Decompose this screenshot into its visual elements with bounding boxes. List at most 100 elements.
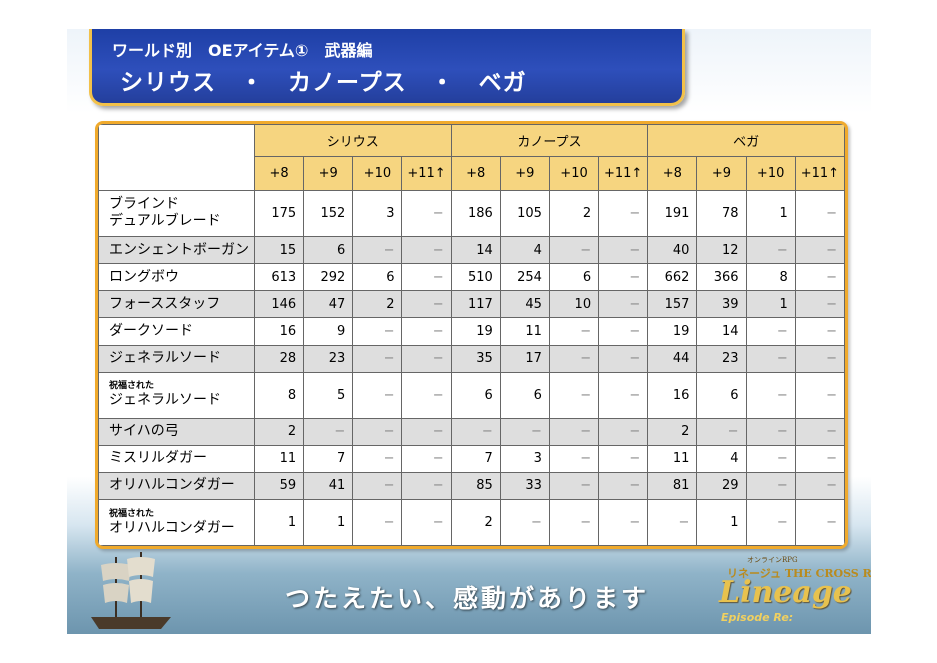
- level-header: +9: [499, 156, 550, 191]
- count-cell: −: [352, 235, 403, 265]
- item-name: ジェネラルソード: [109, 392, 221, 409]
- item-name: オリハルコンダガー: [109, 519, 235, 536]
- count-cell: 1: [696, 499, 747, 546]
- count-cell: 40: [647, 235, 698, 265]
- table-row: 祝福された ジェネラルソード 8 5− −6 6− −16 6− −: [98, 371, 845, 419]
- count-cell: 47: [303, 290, 354, 319]
- item-name-cell: ミスリルダガー: [98, 444, 255, 473]
- item-name-cell: フォーススタッフ: [98, 290, 255, 319]
- count-cell: 15: [253, 235, 305, 265]
- count-cell: 7: [450, 444, 501, 473]
- table-row: ダークソード 16 9− −19 11− −19 14− −: [98, 317, 845, 346]
- count-cell: −: [352, 471, 403, 501]
- item-name: ロングボウ: [109, 268, 179, 285]
- count-cell: −: [401, 371, 452, 419]
- count-cell: −: [745, 471, 796, 501]
- count-cell: −: [598, 444, 649, 473]
- count-cell: 4: [696, 444, 747, 473]
- level-header: +8: [647, 156, 698, 191]
- table-row: ロングボウ 613 292 6−510 254 6−662 366 8−: [98, 263, 845, 292]
- count-cell: −: [794, 499, 845, 546]
- count-cell: −: [745, 344, 796, 373]
- level-header: +9: [696, 156, 747, 191]
- item-name-cell: エンシェントボーガン: [98, 235, 255, 265]
- count-cell: 2: [548, 190, 600, 237]
- item-table-frame: シリウス カノープス ベガ +8 +9 +10 +11↑ +8 +9 +10 +11↑ +8 +9…: [95, 121, 848, 549]
- world-header-sirius: シリウス: [254, 124, 452, 157]
- count-cell: 23: [303, 344, 354, 373]
- count-cell: −: [745, 317, 796, 346]
- count-cell: −: [598, 499, 649, 546]
- count-cell: −: [548, 471, 600, 501]
- level-header: +11↑: [598, 156, 649, 191]
- logo-wordmark: Lineage: [719, 575, 852, 610]
- lineage-logo: オンラインRPG リネージュ THE CROSS RANCOR Lineage …: [707, 555, 871, 625]
- level-header: +10: [548, 156, 600, 191]
- count-cell: 44: [647, 344, 698, 373]
- count-cell: −: [794, 444, 845, 473]
- item-name-cell: ロングボウ: [98, 263, 255, 292]
- slide-title: シリウス ・ カノープス ・ ベガ: [120, 70, 527, 96]
- table-row: ブラインド デュアルブレード 175 152 3−186 105 2−191 78 1−: [98, 190, 845, 237]
- count-cell: 23: [696, 344, 747, 373]
- level-header: +8: [450, 156, 501, 191]
- logo-small-text: オンラインRPG: [747, 556, 798, 564]
- count-cell: 11: [499, 317, 550, 346]
- count-cell: −: [401, 344, 452, 373]
- level-header: +11↑: [794, 156, 845, 191]
- count-cell: −: [598, 190, 649, 237]
- count-cell: 10: [548, 290, 600, 319]
- item-name: ミスリルダガー: [109, 450, 207, 467]
- count-cell: 6: [696, 371, 747, 419]
- count-cell: −: [499, 417, 550, 446]
- count-cell: −: [450, 417, 501, 446]
- title-banner: ワールド別 OEアイテム① 武器編 シリウス ・ カノープス ・ ベガ: [89, 29, 685, 106]
- count-cell: −: [598, 471, 649, 501]
- table-row: ジェネラルソード 28 23− −35 17− −44 23− −: [98, 344, 845, 373]
- count-cell: 78: [696, 190, 747, 237]
- count-cell: 146: [253, 290, 305, 319]
- count-cell: −: [548, 417, 600, 446]
- count-cell: −: [401, 471, 452, 501]
- item-name-cell: ブラインド デュアルブレード: [98, 190, 255, 237]
- count-cell: −: [401, 235, 452, 265]
- item-name-cell: オリハルコンダガー: [98, 471, 255, 501]
- count-cell: −: [647, 499, 698, 546]
- count-cell: 7: [303, 444, 354, 473]
- count-cell: −: [745, 235, 796, 265]
- count-cell: 191: [647, 190, 698, 237]
- count-cell: −: [401, 444, 452, 473]
- count-cell: 14: [696, 317, 747, 346]
- slide-subtitle: ワールド別 OEアイテム① 武器編: [112, 41, 373, 60]
- ship-image: [91, 552, 171, 629]
- world-header-canopus: カノープス: [450, 124, 649, 157]
- count-cell: 12: [696, 235, 747, 265]
- count-cell: 6: [548, 263, 600, 292]
- count-cell: −: [745, 499, 796, 546]
- count-cell: 157: [647, 290, 698, 319]
- count-cell: 19: [450, 317, 501, 346]
- item-name-cell: 祝福された オリハルコンダガー: [98, 499, 255, 546]
- count-cell: −: [598, 317, 649, 346]
- count-cell: −: [352, 417, 403, 446]
- count-cell: −: [401, 317, 452, 346]
- count-cell: 4: [499, 235, 550, 265]
- count-cell: 85: [450, 471, 501, 501]
- count-cell: −: [499, 499, 550, 546]
- table-row: オリハルコンダガー 59 41− −85 33− −81 29− −: [98, 471, 845, 501]
- count-cell: −: [794, 290, 845, 319]
- count-cell: 11: [253, 444, 305, 473]
- table-row: エンシェントボーガン 15 6− −14 4− −40 12− −: [98, 235, 845, 265]
- level-header: +10: [352, 156, 403, 191]
- count-cell: −: [745, 371, 796, 419]
- count-cell: 11: [647, 444, 698, 473]
- table-body: ブラインド デュアルブレード 175 152 3−186 105 2−191 78 1− エンシェ…: [98, 190, 845, 546]
- item-name: フォーススタッフ: [109, 295, 221, 312]
- count-cell: 17: [499, 344, 550, 373]
- count-cell: −: [401, 290, 452, 319]
- count-cell: 59: [253, 471, 305, 501]
- count-cell: 366: [696, 263, 747, 292]
- level-header: +9: [303, 156, 354, 191]
- slide: ワールド別 OEアイテム① 武器編 シリウス ・ カノープス ・ ベガ シリウス…: [67, 29, 871, 634]
- item-prefix: 祝福された: [109, 508, 155, 519]
